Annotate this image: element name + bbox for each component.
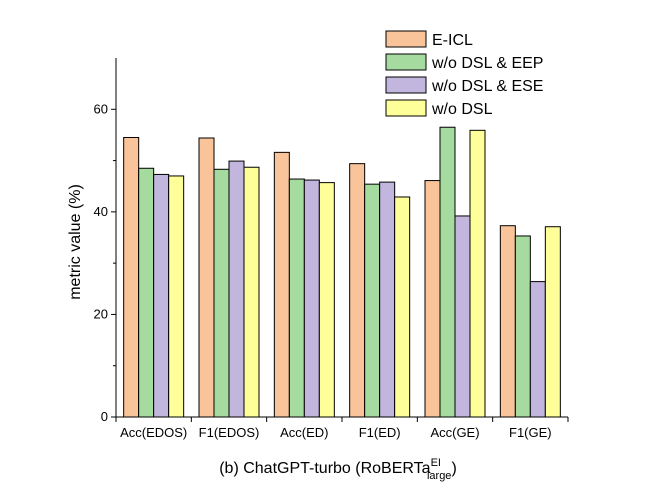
bar-1-6 — [499, 225, 516, 418]
caption-end: ) — [451, 460, 456, 477]
x-tick-label: F1(ED) — [359, 425, 401, 440]
bar-1-2 — [198, 137, 215, 418]
y-tick-label: 40 — [94, 204, 108, 219]
ticks-group: 0 20 40 60 Acc(EDOS) F1(EDOS) Acc(ED) F1(ED) Acc… — [94, 101, 569, 440]
x-tick-label: Acc(ED) — [280, 425, 328, 440]
legend-label: E-ICL — [432, 32, 473, 49]
bar-3-5 — [454, 215, 471, 418]
legend-swatch — [385, 99, 427, 117]
bar-3-4 — [379, 181, 396, 418]
x-tick-label: Acc(EDOS) — [120, 425, 187, 440]
bar-2-5 — [439, 126, 456, 418]
bar-2-3 — [288, 178, 305, 418]
bar-4-3 — [318, 182, 335, 418]
bar-3-3 — [303, 179, 320, 418]
caption-subscript: large — [427, 470, 451, 482]
x-tick-label: F1(GE) — [509, 425, 552, 440]
bar-1-5 — [424, 180, 441, 418]
y-axis-title: metric value (%) — [67, 184, 84, 300]
bar-2-4 — [364, 183, 381, 418]
legend-swatch — [385, 53, 427, 71]
bar-4-1 — [168, 175, 185, 418]
bar-1-1 — [123, 136, 140, 418]
bar-2-1 — [138, 167, 155, 418]
legend-swatch — [385, 30, 427, 48]
bar-4-2 — [243, 166, 260, 418]
legend-label: w/o DSL & ESE — [431, 78, 543, 95]
caption-main: (b) ChatGPT-turbo (RoBERTa — [219, 460, 430, 477]
bar-4-5 — [469, 129, 486, 418]
legend-label: w/o DSL — [431, 101, 493, 118]
legend: E-ICL w/o DSL & EEP w/o DSL & ESE w/o DSL — [385, 30, 543, 118]
bars-group — [123, 126, 561, 418]
y-tick-label: 0 — [101, 409, 108, 424]
bar-2-2 — [213, 168, 230, 418]
bar-3-6 — [529, 281, 546, 418]
x-tick-label: Acc(GE) — [430, 425, 479, 440]
bar-3-2 — [228, 160, 245, 418]
x-tick-label: F1(EDOS) — [199, 425, 260, 440]
bar-1-3 — [273, 151, 290, 418]
bar-4-6 — [544, 226, 561, 418]
y-tick-label: 20 — [94, 306, 108, 321]
caption-superscript: EI — [431, 457, 441, 469]
bar-2-6 — [514, 235, 531, 418]
legend-swatch — [385, 76, 427, 94]
bar-4-4 — [394, 196, 411, 418]
figure-caption: (b) ChatGPT-turbo (RoBERTaEI large) — [219, 457, 457, 482]
legend-label: w/o DSL & EEP — [431, 55, 543, 72]
bar-3-1 — [153, 173, 170, 418]
bar-1-4 — [349, 163, 366, 418]
y-tick-label: 60 — [94, 101, 108, 116]
